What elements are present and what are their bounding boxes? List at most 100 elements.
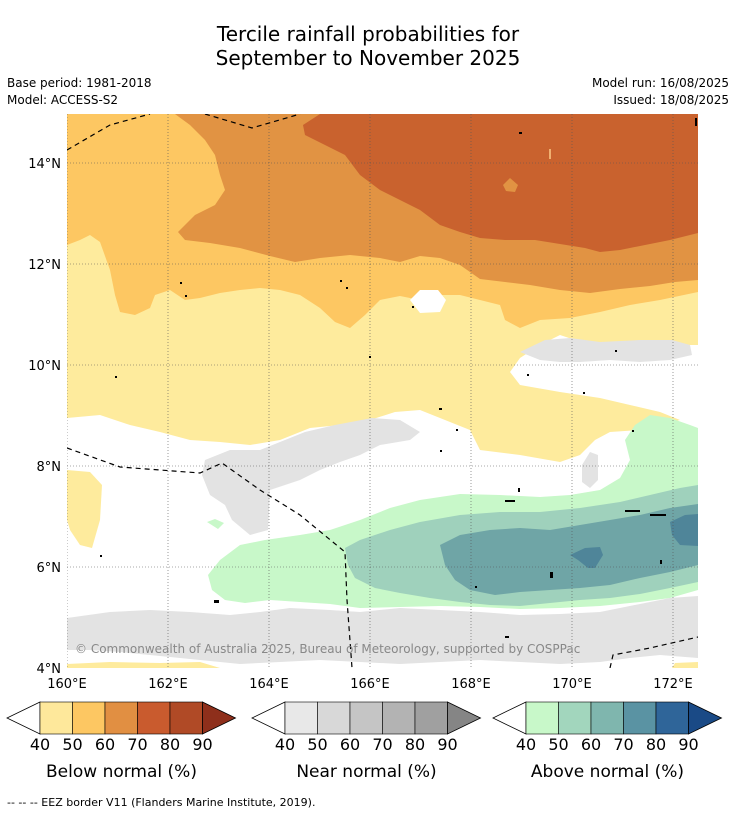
island — [439, 408, 442, 410]
lon-label: 164°E — [249, 677, 289, 692]
lon-label: 162°E — [148, 677, 188, 692]
above-70-region-east — [670, 514, 698, 546]
colorbar-segment — [382, 701, 416, 735]
colorbar-tick-label: 40 — [30, 735, 50, 754]
colorbar-tick-label: 60 — [95, 735, 115, 754]
colorbar-segment — [72, 701, 106, 735]
colorbar-tick-label: 90 — [678, 735, 698, 754]
island — [214, 600, 219, 603]
colorbar-segment — [137, 701, 171, 735]
island — [583, 392, 585, 394]
island — [412, 306, 414, 308]
lon-label: 170°E — [552, 677, 592, 692]
near-40-region-east — [520, 338, 692, 362]
colorbar-segment — [590, 701, 624, 735]
colorbar-tick-label: 40 — [516, 735, 536, 754]
lon-label: 166°E — [350, 677, 390, 692]
colorbar-tick-label: 80 — [405, 735, 425, 754]
colorbar-extend-low — [492, 701, 527, 735]
colorbar-tick-label: 60 — [340, 735, 360, 754]
colorbar-tick-label: 40 — [275, 735, 295, 754]
island — [632, 430, 634, 432]
title-line-1: Tercile rainfall probabilities for — [216, 22, 520, 46]
eez-border-marshall-micronesia — [67, 447, 353, 668]
colorbar-segment — [169, 701, 203, 735]
colorbar-extend-high — [688, 701, 723, 735]
colorbar-segment — [104, 701, 138, 735]
below-40-patch-west — [67, 470, 102, 548]
island — [505, 636, 509, 638]
below-40-patch-southeast — [672, 662, 698, 668]
island — [625, 510, 640, 512]
island — [519, 132, 522, 134]
islands — [100, 118, 697, 638]
colorbar-segment — [284, 701, 318, 735]
colorbar-segment — [558, 701, 592, 735]
title-line-2: September to November 2025 — [215, 46, 521, 70]
island-coast — [549, 149, 551, 159]
colorbar-tick-label: 50 — [307, 735, 327, 754]
lat-label: 10°N — [28, 359, 61, 374]
island — [660, 560, 662, 564]
above-40-spot — [207, 519, 224, 529]
colorbar-segment — [39, 701, 73, 735]
model-run: Model run: 16/08/2025 — [591, 76, 729, 90]
colorbars: 40 50 60 70 80 90 40 50 60 70 80 90 40 50 60 70 80 90 — [6, 701, 723, 754]
island — [369, 356, 371, 358]
footer-note: -- -- -- EEZ border V11 (Flanders Marine… — [7, 796, 316, 809]
lat-label: 14°N — [28, 157, 61, 172]
eez-borders — [67, 114, 698, 668]
colorbar-tick-label: 70 — [613, 735, 633, 754]
colorbar-tick-label: 80 — [646, 735, 666, 754]
eez-border-north — [204, 114, 301, 129]
base-period: Base period: 1981-2018 — [7, 76, 152, 90]
eez-border-se — [609, 636, 698, 668]
island — [185, 295, 187, 297]
lat-label: 8°N — [37, 460, 62, 475]
issued-date: Issued: 18/08/2025 — [613, 93, 729, 107]
colorbar-extend-high — [447, 701, 482, 735]
colorbar-segment — [317, 701, 351, 735]
above-60-region — [440, 504, 698, 595]
graticule — [67, 114, 698, 668]
metadata-left: Base period: 1981-2018 Model: ACCESS-S2 — [7, 75, 152, 109]
colorbar-segment — [349, 701, 383, 735]
near-40-region-east-small — [582, 452, 598, 488]
island — [100, 555, 102, 557]
island — [475, 586, 477, 588]
lat-label: 4°N — [37, 662, 62, 677]
colorbar-segment — [655, 701, 689, 735]
lat-label: 6°N — [37, 561, 62, 576]
island — [505, 500, 515, 502]
lon-label: 160°E — [47, 677, 87, 692]
colorbar-tick-label: 50 — [548, 735, 568, 754]
lon-label: 172°E — [653, 677, 693, 692]
island — [518, 488, 520, 492]
near-40-region-central — [202, 418, 420, 535]
island — [527, 374, 529, 376]
axis-labels: 14°N 12°N 10°N 8°N 6°N 4°N 160°E 162°E 1… — [28, 157, 693, 692]
lon-label: 168°E — [451, 677, 491, 692]
below-60-spot — [503, 178, 518, 192]
colorbar-tick-label: 80 — [160, 735, 180, 754]
map-title: Tercile rainfall probabilities for Septe… — [0, 22, 736, 70]
colorbar-title-near: Near normal (%) — [296, 762, 437, 782]
island — [115, 376, 117, 378]
colorbar-segment — [623, 701, 657, 735]
eez-border-nw — [67, 114, 151, 151]
colorbar-tick-label: 70 — [127, 735, 147, 754]
colorbar-segment — [414, 701, 448, 735]
map-area: © Commonwealth of Australia 2025, Bureau… — [67, 114, 698, 668]
above-70-region-central — [570, 547, 603, 568]
copyright-text: © Commonwealth of Australia 2025, Bureau… — [75, 642, 580, 656]
colorbar-tick-label: 60 — [581, 735, 601, 754]
island — [340, 280, 342, 282]
below-40-patch-south — [67, 662, 220, 668]
island — [695, 118, 697, 126]
near-40-hole — [410, 290, 446, 313]
model-name: Model: ACCESS-S2 — [7, 93, 119, 107]
colorbar-segment — [525, 701, 559, 735]
island — [615, 350, 617, 352]
lat-label: 12°N — [28, 258, 61, 273]
island — [456, 429, 458, 431]
